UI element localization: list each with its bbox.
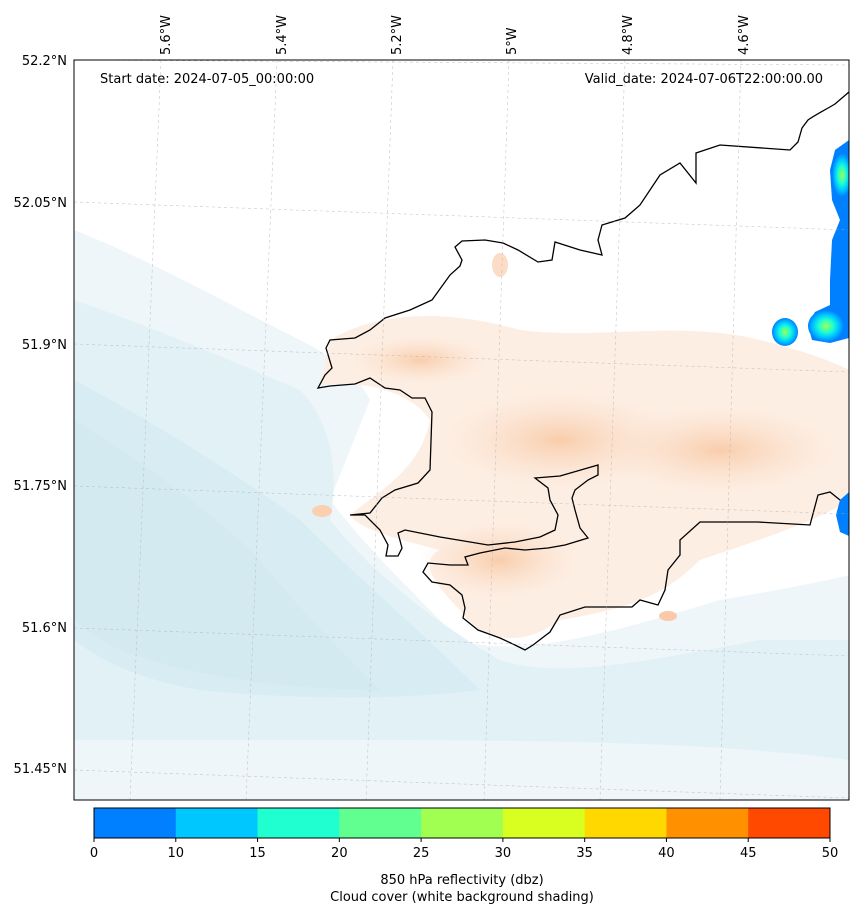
colorbar: 0 10 15 20 25 30 35 40 45 50 [90, 807, 839, 861]
colorbar-tick-label: 25 [413, 846, 430, 861]
colorbar-tick-label: 15 [249, 846, 266, 861]
map-area: Start date: 2024-07-05_00:00:00 Valid_da… [74, 60, 849, 800]
colorbar-segment [175, 808, 259, 838]
lat-tick-label: 51.45°N [14, 762, 67, 777]
cloud-shading [74, 230, 849, 800]
colorbar-segment [257, 808, 340, 838]
colorbar-tick-label: 45 [740, 846, 757, 861]
colorbar-tick-label: 30 [495, 846, 512, 861]
colorbar-segment [502, 808, 586, 838]
colorbar-segment [339, 808, 422, 838]
lon-tick-label: 5.6°W [159, 15, 174, 55]
lon-tick-label: 4.8°W [621, 15, 636, 55]
lon-tick-label: 5°W [505, 27, 520, 55]
lat-tick-label: 51.9°N [22, 338, 67, 353]
lat-tick-label: 51.6°N [22, 621, 67, 636]
colorbar-tick-label: 20 [331, 846, 348, 861]
colorbar-label-line1: 850 hPa reflectivity (dbz) [380, 873, 543, 888]
lat-tick-labels: 52.2°N 52.05°N 51.9°N 51.75°N 51.6°N 51.… [14, 54, 67, 777]
colorbar-tick-label: 10 [168, 846, 185, 861]
coastline [316, 91, 849, 651]
colorbar-segment [584, 808, 667, 838]
lon-tick-label: 4.6°W [737, 15, 752, 55]
lon-tick-label: 5.2°W [390, 15, 405, 55]
lon-tick-labels: 5.6°W 5.4°W 5.2°W 5°W 4.8°W 4.6°W [159, 15, 752, 55]
colorbar-tick-label: 35 [576, 846, 593, 861]
colorbar-segment [421, 808, 504, 838]
start-date-label: Start date: 2024-07-05_00:00:00 [100, 72, 314, 87]
colorbar-segment [94, 808, 177, 838]
colorbar-tick-label: 0 [90, 846, 98, 861]
colorbar-label-line2: Cloud cover (white background shading) [330, 890, 594, 905]
lat-tick-label: 52.2°N [22, 54, 67, 69]
reflectivity-cells [772, 140, 849, 536]
colorbar-frame [93, 807, 831, 839]
lat-tick-label: 52.05°N [14, 196, 67, 211]
colorbar-tick-label: 40 [658, 846, 675, 861]
lon-tick-label: 5.4°W [275, 15, 290, 55]
valid-date-label: Valid_date: 2024-07-06T22:00:00.00 [585, 72, 823, 87]
colorbar-segment [748, 808, 831, 838]
colorbar-segment [666, 808, 749, 838]
colorbar-tick-label: 50 [822, 846, 839, 861]
lat-tick-label: 51.75°N [14, 479, 67, 494]
map-frame [73, 59, 850, 801]
